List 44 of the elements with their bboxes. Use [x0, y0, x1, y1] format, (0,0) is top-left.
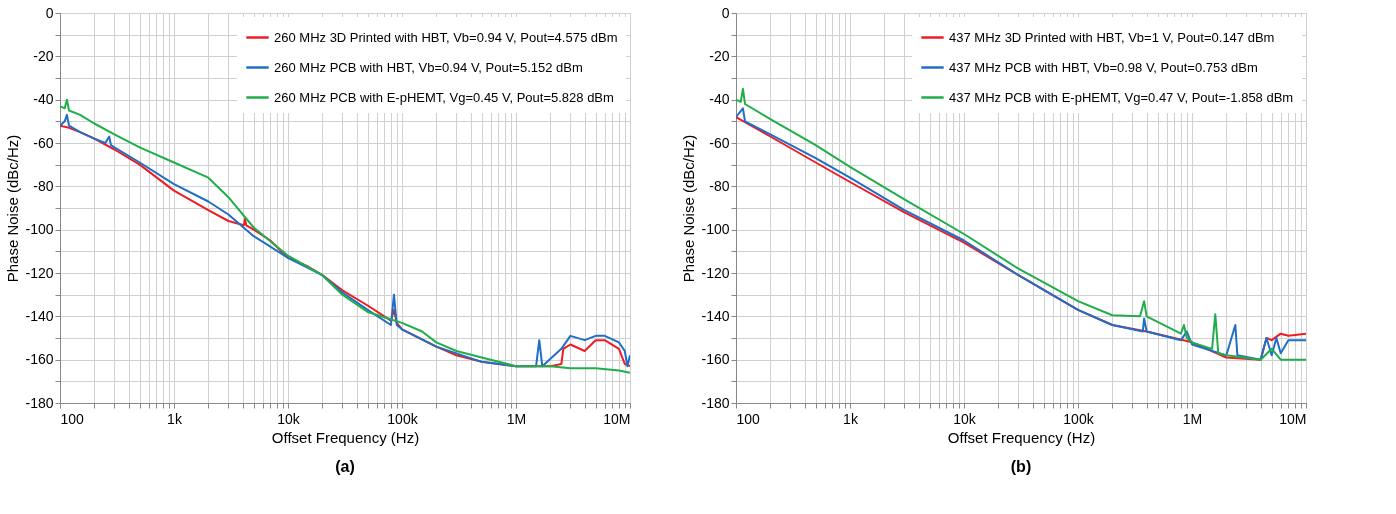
y-tick-label: -20	[709, 47, 730, 64]
y-tick-label: -120	[701, 264, 730, 281]
legend-label: 437 MHz 3D Printed with HBT, Vb=1 V, Pout=0.147 dBm	[949, 29, 1275, 45]
y-tick-label: -120	[25, 264, 54, 281]
x-tick-label: 100	[736, 410, 761, 427]
y-tick-label: -100	[25, 221, 54, 238]
legend-label: 437 MHz PCB with E-pHEMT, Vg=0.47 V, Pout=-1.858 dBm	[949, 89, 1294, 105]
x-tick-label: 100	[60, 410, 85, 427]
legend-label: 260 MHz PCB with E-pHEMT, Vg=0.45 V, Pout=5.828 dBm	[274, 89, 614, 105]
y-tick-label: -40	[33, 91, 54, 108]
legend-label: 260 MHz PCB with HBT, Vb=0.94 V, Pout=5.152 dBm	[274, 59, 583, 75]
x-tick-label: 1M	[506, 410, 527, 427]
x-tick-label: 100k	[387, 410, 419, 427]
y-tick-label: -160	[25, 351, 54, 368]
y-tick-label: -20	[33, 47, 54, 64]
legend-label: 260 MHz 3D Printed with HBT, Vb=0.94 V, Pout=4.575 dBm	[274, 29, 618, 45]
x-tick-label: 100k	[1063, 410, 1095, 427]
x-tick-label: 1k	[167, 410, 183, 427]
x-tick-label: 10M	[603, 410, 631, 427]
y-tick-label: -60	[33, 134, 54, 151]
y-tick-label: -80	[709, 177, 730, 194]
x-tick-label: 1M	[1182, 410, 1203, 427]
y-tick-label: -180	[25, 394, 54, 411]
x-axis-title: Offset Frequency (Hz)	[947, 428, 1096, 446]
y-tick-label: -140	[701, 307, 730, 324]
y-tick-label: -160	[701, 351, 730, 368]
x-tick-label: 1k	[843, 410, 859, 427]
y-axis-title: Phase Noise (dBc/Hz)	[680, 134, 698, 283]
x-tick-label: 10k	[277, 410, 301, 427]
x-axis-title: Offset Frequency (Hz)	[271, 428, 420, 446]
y-tick-label: -60	[709, 134, 730, 151]
y-tick-label: -40	[709, 91, 730, 108]
x-tick-label: 10M	[1279, 410, 1307, 427]
legend-label: 437 MHz PCB with HBT, Vb=0.98 V, Pout=0.753 dBm	[949, 59, 1258, 75]
x-tick-label: 10k	[953, 410, 977, 427]
y-axis-title: Phase Noise (dBc/Hz)	[4, 134, 22, 283]
text: (a)	[335, 458, 355, 475]
y-tick-label: 0	[721, 4, 730, 21]
y-tick-label: -180	[701, 394, 730, 411]
text: (b)	[1010, 458, 1032, 475]
y-tick-label: -140	[25, 307, 54, 324]
y-tick-label: -80	[33, 177, 54, 194]
y-tick-label: 0	[45, 4, 54, 21]
y-tick-label: -100	[701, 221, 730, 238]
